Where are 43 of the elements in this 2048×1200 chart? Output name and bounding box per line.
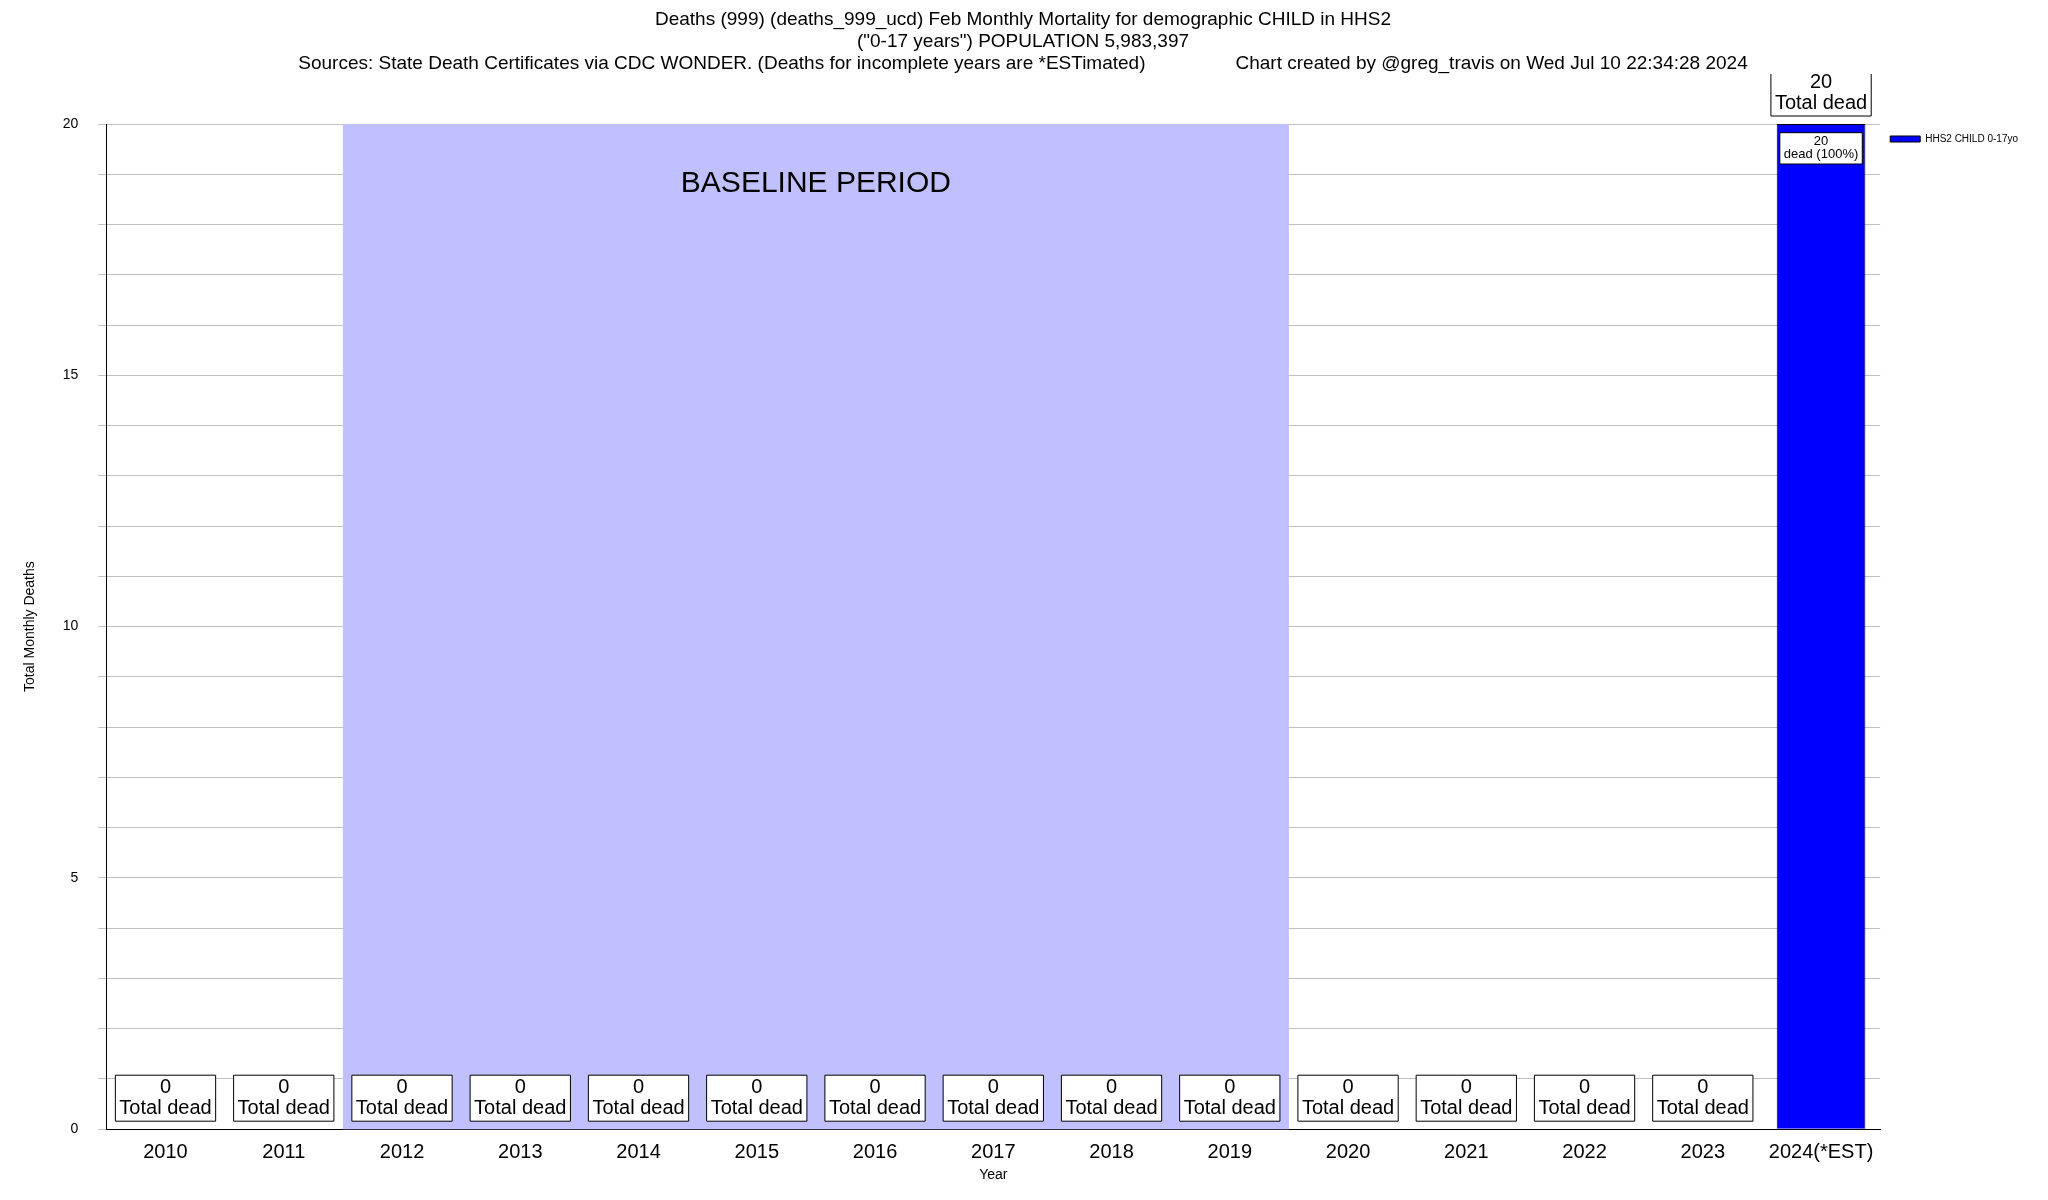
x-tick-label: 2023 (1680, 1139, 1726, 1162)
x-tick-label: 2020 (1325, 1139, 1371, 1162)
x-tick-label: 2017 (971, 1139, 1016, 1162)
text: Chart created by @greg_travis on Wed Jul 10 22:34:28 2024 (1235, 52, 1748, 74)
y-tick-label: 5 (70, 868, 79, 885)
x-tick-label: 2011 (262, 1139, 306, 1162)
chart-subtitle: Sources: State Death Certificates via CDC WONDER. (Deaths for incomplete years are *ESTimated) (298, 52, 1146, 74)
data-label: 0 Total dead (1656, 1074, 1749, 1118)
x-tick-label: 2021 (1444, 1139, 1489, 1162)
x-tick-label: 2010 (143, 1139, 188, 1162)
x-tick-label: 2024(*EST) (1768, 1139, 1874, 1162)
x-tick-label: 2014 (616, 1139, 661, 1162)
data-label: 0 Total dead (237, 1074, 330, 1118)
x-axis-title: Year (979, 1166, 1008, 1183)
x-tick-label: 2012 (379, 1139, 425, 1162)
data-label: 0 Total dead (355, 1074, 449, 1118)
y-tick-label: 15 (62, 366, 79, 383)
legend-label: HHS2 CHILD 0-17yo (1925, 132, 2019, 144)
y-axis-title: Total Monthly Deaths (21, 561, 38, 692)
x-tick-label: 2015 (734, 1139, 780, 1162)
data-label: 0 Total dead (710, 1074, 803, 1118)
data-label: 0 Total dead (947, 1074, 1040, 1118)
data-label: 0 Total dead (828, 1074, 922, 1118)
chart-title: Deaths (999) (deaths_999_ucd) Feb Monthly Mortality for demographic CHILD in HHS2 ("0-17 years") POPULATION 5,983,397 (653, 8, 1393, 52)
y-tick-label: 0 (70, 1120, 79, 1137)
data-label: 0 Total dead (1538, 1074, 1631, 1118)
data-label: 0 Total dead (1183, 1074, 1276, 1118)
y-tick-label: 20 (62, 114, 79, 131)
data-label: 0 Total dead (1301, 1074, 1395, 1118)
data-label: 0 Total dead (474, 1074, 567, 1118)
data-label: 0 Total dead (119, 1074, 212, 1118)
x-tick-label: 2022 (1562, 1139, 1607, 1162)
data-label: 20 Total dead (1774, 69, 1868, 113)
data-label: 0 Total dead (592, 1074, 685, 1118)
data-label: 0 Total dead (1065, 1074, 1158, 1118)
annotation: 20 dead (100%) (1783, 132, 1859, 162)
band-label: BASELINE PERIOD (680, 165, 951, 199)
x-tick-label: 2019 (1207, 1139, 1253, 1162)
x-tick-label: 2016 (852, 1139, 898, 1162)
x-tick-label: 2018 (1089, 1139, 1134, 1162)
y-tick-label: 10 (62, 617, 79, 634)
data-label: 0 Total dead (1420, 1074, 1513, 1118)
x-tick-label: 2013 (498, 1139, 543, 1162)
